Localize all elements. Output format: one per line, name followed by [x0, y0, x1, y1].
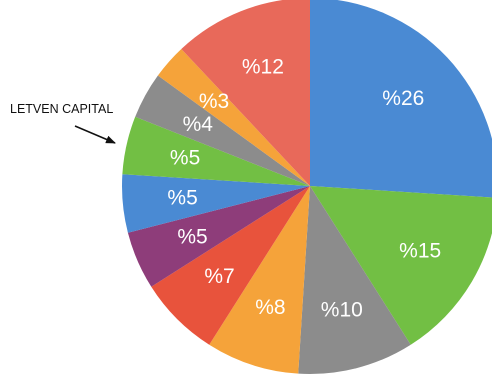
- annotation-arrow: [74, 125, 116, 144]
- pie-slice-4: [151, 186, 310, 345]
- annotation-group: LETVEN CAPITAL: [10, 102, 116, 144]
- pie-slice-label-8: %4: [183, 113, 214, 136]
- pie-slice-6: [122, 174, 310, 233]
- pie-slice-1: [310, 186, 492, 345]
- pie-slice-label-5: %5: [177, 225, 207, 248]
- pie-slice-label-2: %10: [321, 299, 363, 322]
- pie-slice-label-4: %7: [204, 265, 234, 288]
- pie-slice-0: [310, 0, 492, 198]
- pie-slice-label-10: %12: [242, 56, 284, 79]
- pie-slices: [122, 0, 492, 375]
- pie-slice-label-6: %5: [167, 187, 197, 210]
- pie-slice-label-3: %8: [255, 296, 285, 319]
- pie-slice-label-7: %5: [170, 147, 200, 170]
- pie-slice-3: [209, 186, 310, 374]
- pie-slice-8: [135, 75, 310, 186]
- pie-slice-label-0: %26: [382, 87, 424, 110]
- pie-slice-label-9: %3: [199, 90, 229, 113]
- pie-slice-label-1: %15: [399, 240, 441, 263]
- pie-slice-labels: %26 %15 %10 %8 %7 %5 %5 %5 %4%3 %12: [167, 56, 441, 322]
- pie-slice-9: [157, 48, 310, 187]
- annotation-label: LETVEN CAPITAL: [10, 102, 113, 116]
- pie-slice-10: [181, 0, 310, 186]
- pie-slice-7: [122, 116, 311, 186]
- pie-slice-2: [298, 186, 411, 375]
- pie-slice-5: [127, 186, 310, 287]
